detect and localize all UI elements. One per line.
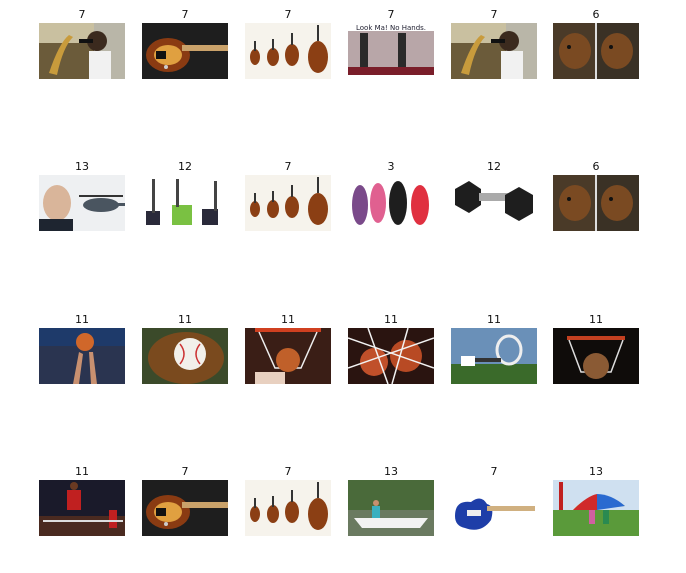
cell-label: 6 <box>592 160 600 173</box>
grid-cell: 7 <box>245 160 331 231</box>
snow-blowers-image <box>142 175 228 231</box>
cell-label: 6 <box>592 8 600 21</box>
recorder-hands-image: Look Ma! No Hands. <box>348 23 434 79</box>
grid-cell: 13 <box>39 160 125 231</box>
dumbbell-image <box>451 175 537 231</box>
cell-label: 7 <box>284 160 292 173</box>
violin-family-image <box>245 175 331 231</box>
recorder-caption: Look Ma! No Hands. <box>356 24 426 32</box>
grid-cell: 3 <box>348 160 434 231</box>
cell-label: 13 <box>589 465 603 478</box>
grid-cell: 11 <box>39 313 125 384</box>
saxophone-player-image <box>451 23 537 79</box>
cell-label: 11 <box>75 313 89 326</box>
grid-cell: 13 <box>348 465 434 536</box>
cell-label: 12 <box>178 160 192 173</box>
kids-umbrella-tent-image <box>553 480 639 536</box>
cell-label: 7 <box>181 465 189 478</box>
tennis-racket-image <box>451 328 537 384</box>
grid-cell: 7 <box>39 8 125 79</box>
man-and-helicopter-image <box>39 175 125 231</box>
cell-label: 11 <box>178 313 192 326</box>
grid-cell: 7 Look Ma! No Hands. <box>348 8 434 79</box>
cell-label: 12 <box>487 160 501 173</box>
baseball-glove-image <box>142 328 228 384</box>
bear-pair-image <box>553 23 639 79</box>
cell-label: 11 <box>281 313 295 326</box>
grid-cell: 7 <box>245 465 331 536</box>
cell-label: 11 <box>384 313 398 326</box>
grid-cell: 12 <box>142 160 228 231</box>
ball-in-hoop-image <box>553 328 639 384</box>
grid-cell: 11 <box>553 313 639 384</box>
cell-label: 7 <box>284 8 292 21</box>
basketball-hoop-image <box>245 328 331 384</box>
grid-cell: 6 <box>553 160 639 231</box>
cell-label: 7 <box>284 465 292 478</box>
grid-cell: 7 <box>451 465 537 536</box>
cell-label: 13 <box>384 465 398 478</box>
basketball-hands-image <box>39 328 125 384</box>
grid-cell: 11 <box>451 313 537 384</box>
flip-flops-image <box>348 175 434 231</box>
cell-label: 7 <box>181 8 189 21</box>
cell-label: 11 <box>589 313 603 326</box>
grid-cell: 7 <box>142 465 228 536</box>
cell-label: 11 <box>487 313 501 326</box>
violin-family-image <box>245 480 331 536</box>
bear-pair-image <box>553 175 639 231</box>
cell-label: 7 <box>490 465 498 478</box>
grid-cell: 12 <box>451 160 537 231</box>
grid-cell: 7 <box>245 8 331 79</box>
canoe-on-river-image <box>348 480 434 536</box>
grid-cell: 11 <box>348 313 434 384</box>
grid-cell: 6 <box>553 8 639 79</box>
cell-label: 7 <box>387 8 395 21</box>
grid-cell: 7 <box>142 8 228 79</box>
bass-guitar-image <box>142 480 228 536</box>
bass-guitar-image <box>142 23 228 79</box>
grid-cell: 13 <box>553 465 639 536</box>
cell-label: 13 <box>75 160 89 173</box>
grid-cell: 11 <box>245 313 331 384</box>
basketballs-in-net-image <box>348 328 434 384</box>
saxophone-player-image <box>39 23 125 79</box>
electric-guitar-image <box>451 480 537 536</box>
grid-cell: 7 <box>451 8 537 79</box>
grid-cell: 11 <box>39 465 125 536</box>
grid-cell: 11 <box>142 313 228 384</box>
basketball-dunk-image <box>39 480 125 536</box>
cell-label: 7 <box>490 8 498 21</box>
violin-family-image <box>245 23 331 79</box>
cell-label: 7 <box>78 8 86 21</box>
cell-label: 3 <box>387 160 395 173</box>
cell-label: 11 <box>75 465 89 478</box>
